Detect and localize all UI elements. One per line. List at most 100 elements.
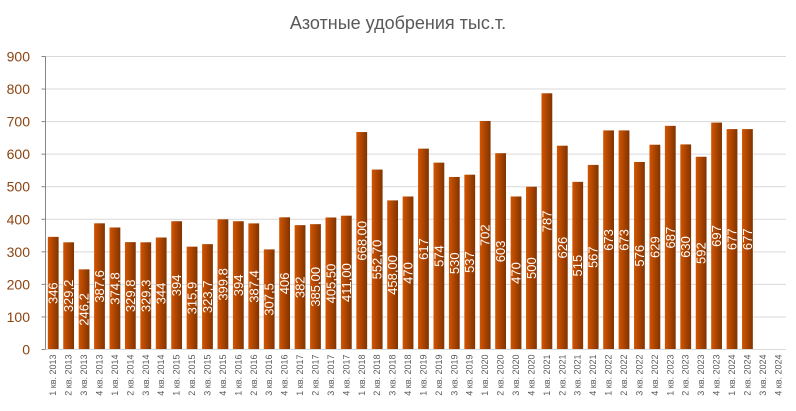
- bar: [587, 164, 599, 350]
- data-label: 323,7: [200, 281, 215, 314]
- data-label: 530: [447, 252, 462, 274]
- bar: [47, 236, 59, 350]
- x-tick-label: 3 кв. 2016: [264, 355, 274, 396]
- data-label: 673: [617, 229, 632, 251]
- x-tick-label: 4 кв. 2023: [712, 355, 722, 396]
- data-label: 394: [231, 275, 246, 297]
- data-label: 668,00: [354, 221, 369, 261]
- x-tick-label: 3 кв. 2020: [511, 355, 521, 396]
- data-label: 702: [478, 224, 493, 246]
- x-tick-label: 4 кв. 2016: [280, 355, 290, 396]
- x-tick-label: 4 кв. 2017: [341, 355, 351, 396]
- bar: [711, 122, 722, 350]
- x-tick-label: 4 кв. 2022: [650, 355, 660, 396]
- x-tick-label: 2 кв. 2022: [619, 355, 629, 396]
- y-tick-label: 600: [7, 146, 31, 162]
- bar: [695, 156, 707, 350]
- x-tick-label: 2 кв. 2024: [742, 355, 752, 396]
- x-tick-label: 2 кв. 2023: [681, 355, 691, 396]
- data-label: 630: [678, 236, 693, 258]
- bar: [433, 162, 445, 350]
- gridlines: [41, 56, 786, 350]
- y-tick-label: 900: [7, 49, 31, 65]
- bar: [680, 144, 692, 350]
- data-label: 787: [539, 211, 554, 233]
- data-label: 246,2: [77, 293, 92, 326]
- bar: [618, 130, 630, 350]
- bar: [371, 169, 383, 350]
- y-tick-label: 800: [7, 81, 31, 97]
- y-tick-label: 400: [7, 211, 31, 227]
- data-label: 329,8: [123, 280, 138, 313]
- data-label: 592: [694, 242, 709, 264]
- bar: [510, 196, 522, 350]
- x-tick-label: 3 кв. 2014: [141, 355, 151, 396]
- x-tick-label: 2 кв. 2013: [64, 355, 74, 396]
- bar: [634, 161, 645, 350]
- x-tick-label: 4 кв. 2015: [218, 355, 228, 396]
- data-label: 394: [169, 275, 184, 297]
- data-label: 315,9: [185, 282, 200, 315]
- x-tick-label: 1 кв. 2013: [48, 355, 58, 396]
- x-tick-label: 2 кв. 2016: [249, 355, 259, 396]
- x-tick-label: 2 кв. 2020: [496, 355, 506, 396]
- x-tick-label: 3 кв. 2022: [634, 355, 644, 396]
- bar: [495, 153, 506, 350]
- data-label: 567: [586, 246, 601, 268]
- x-tick-label: 3 кв. 2015: [202, 355, 212, 396]
- data-label: 329,2: [61, 280, 76, 313]
- x-tick-label: 4 кв. 2014: [156, 355, 166, 396]
- data-label: 344: [154, 283, 169, 305]
- y-tick-label: 200: [7, 276, 31, 292]
- data-label: 405,50: [323, 264, 338, 304]
- bar: [726, 129, 738, 350]
- data-label: 576: [632, 245, 647, 267]
- data-label: 629: [647, 236, 662, 258]
- x-tick-label: 1 кв. 2018: [357, 355, 367, 396]
- data-label: 346: [46, 282, 61, 304]
- bars: [47, 93, 753, 350]
- x-tick-label: 4 кв. 2021: [588, 355, 598, 396]
- y-tick-label: 100: [7, 309, 31, 325]
- data-label: 387,4: [246, 270, 261, 303]
- y-tick-label: 700: [7, 114, 31, 130]
- bar: [294, 225, 306, 350]
- x-tick-label: 2 кв. 2021: [557, 355, 567, 396]
- bar: [603, 130, 614, 350]
- bar: [186, 246, 198, 350]
- data-label: 470: [509, 262, 524, 284]
- chart-title: Азотные удобрения тыс.т.: [290, 13, 506, 33]
- x-tick-label: 1 кв. 2022: [604, 355, 614, 396]
- x-tick-label: 1 кв. 2016: [233, 355, 243, 396]
- bar: [279, 217, 291, 350]
- x-tick-label: 2 кв. 2019: [434, 355, 444, 396]
- y-axis-ticks: 0 100 200 300 400 500 600 700 800 900: [7, 49, 31, 358]
- bar: [340, 215, 352, 350]
- bar: [155, 237, 167, 350]
- bar: [572, 181, 584, 350]
- bar: [742, 129, 753, 350]
- data-label: 411,00: [339, 263, 354, 302]
- bar: [171, 221, 183, 350]
- x-axis-ticks: 1 кв. 2013 2 кв. 2013 3 кв. 2013 4 кв. 2013…: [48, 355, 783, 396]
- x-tick-label: 3 кв. 2023: [696, 355, 706, 396]
- x-tick-label: 3 кв. 2019: [449, 355, 459, 396]
- x-tick-label: 1 кв. 2021: [542, 355, 552, 396]
- x-tick-label: 1 кв. 2015: [172, 355, 182, 396]
- data-label: 374,8: [107, 272, 122, 305]
- bar: [217, 219, 229, 350]
- x-tick-label: 4 кв. 2020: [526, 355, 536, 396]
- x-tick-label: 4 кв. 2019: [465, 355, 475, 396]
- x-tick-label: 3 кв. 2018: [388, 355, 398, 396]
- x-tick-label: 2 кв. 2018: [372, 355, 382, 396]
- data-label: 399,8: [215, 268, 230, 301]
- y-tick-label: 300: [7, 244, 31, 260]
- bar: [325, 217, 337, 350]
- data-label: 626: [555, 237, 570, 259]
- bar: [232, 221, 244, 350]
- bar: [140, 242, 152, 350]
- x-tick-label: 3 кв. 2013: [79, 355, 89, 396]
- bar: [541, 93, 553, 350]
